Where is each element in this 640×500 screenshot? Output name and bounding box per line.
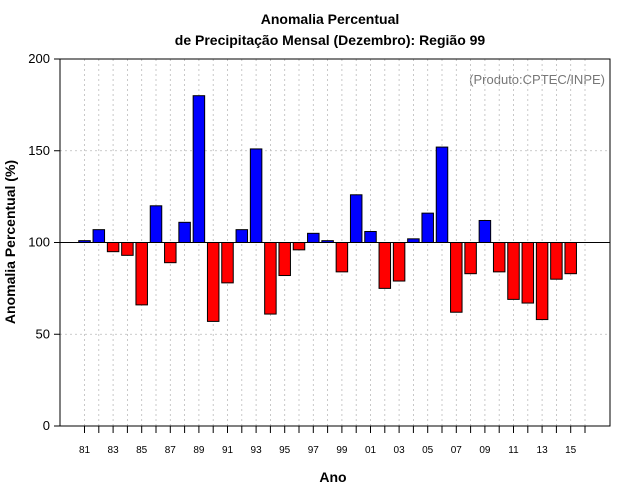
x-tick-label: 03 [394,445,406,456]
bar-85 [135,242,148,306]
bar-09 [478,219,492,243]
bar-89 [192,95,206,243]
x-tick-label: 89 [193,445,205,456]
bar-05 [421,212,434,243]
bar-01 [364,230,377,244]
bar-87 [164,242,177,264]
y-tick-label: 200 [28,51,50,66]
bar-95 [278,242,291,277]
bars-layer [78,95,577,322]
bar-94 [264,242,277,315]
y-axis-label: Anomalia Percentual (%) [2,160,18,324]
bar-91 [221,242,234,284]
x-axis-label: Ano [319,469,346,485]
bar-07 [450,242,463,313]
x-tick-label: 09 [479,445,491,456]
bar-88 [178,221,191,244]
bar-82 [92,229,106,243]
bar-00 [349,194,363,243]
x-tick-label: 01 [365,445,377,456]
bar-15 [564,242,577,275]
bar-08 [464,242,477,275]
bar-84 [121,242,134,256]
bar-97 [307,232,320,243]
bar-14 [550,242,563,280]
axes-layer: 0 50 100 150 200 81 83 85 87 89 91 93 95 97 99 01 03 05 07… [28,51,611,456]
bar-06 [435,146,449,243]
bar-86 [149,205,163,244]
bar-11 [507,242,520,300]
x-tick-label: 91 [222,445,234,456]
y-tick-label: 0 [43,418,50,433]
grid-layer [60,59,610,426]
y-tick-label: 100 [28,235,50,250]
x-tick-label: 83 [108,445,120,456]
x-tick-label: 93 [251,445,263,456]
x-tick-label: 13 [537,445,549,456]
x-tick-label: 15 [565,445,577,456]
y-tick-label: 150 [28,143,50,158]
chart-title-line2: de Precipitação Mensal (Dezembro): Regiã… [175,32,486,48]
bar-93 [249,148,263,243]
bar-02 [378,242,392,289]
bar-04 [407,238,420,244]
bar-99 [335,242,349,273]
bar-90 [206,242,220,322]
x-tick-label: 05 [422,445,434,456]
x-tick-label: 81 [79,445,91,456]
x-tick-label: 95 [279,445,291,456]
x-tick-label: 85 [136,445,148,456]
y-tick-label: 50 [36,326,50,341]
bar-13 [535,242,549,321]
x-tick-label: 99 [336,445,348,456]
bar-96 [292,242,306,251]
bar-12 [521,242,535,304]
chart-title-line1: Anomalia Percentual [261,11,400,27]
x-tick-label: 87 [165,445,177,456]
bar-03 [392,242,406,282]
x-tick-label: 07 [451,445,463,456]
x-tick-label: 97 [308,445,320,456]
bar-10 [492,242,506,273]
bar-83 [106,242,120,253]
x-tick-label: 11 [508,445,519,456]
bar-92 [235,229,249,243]
